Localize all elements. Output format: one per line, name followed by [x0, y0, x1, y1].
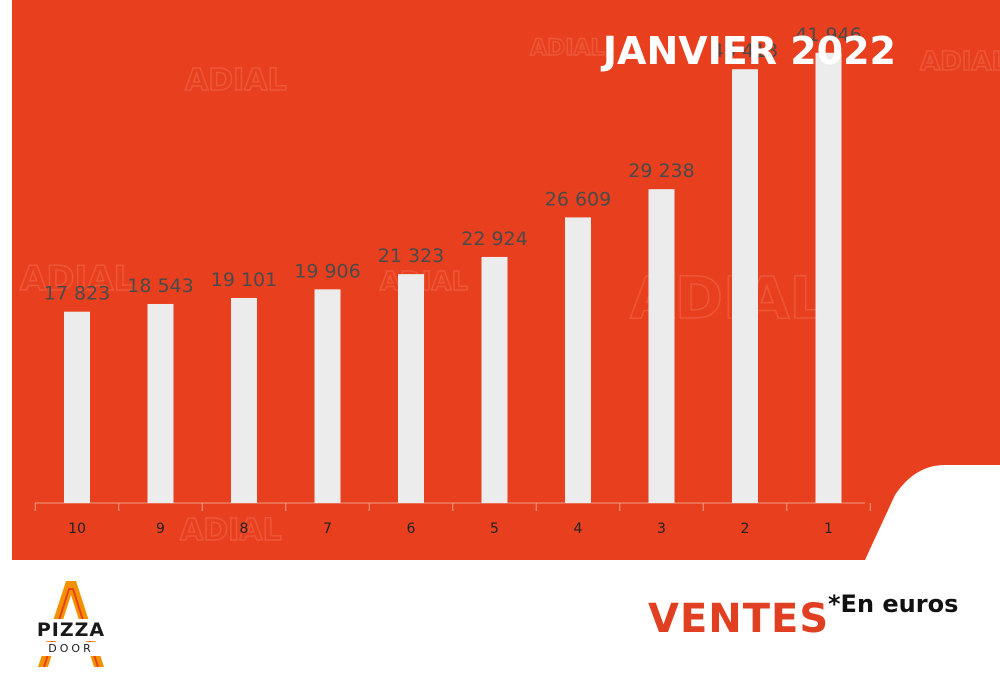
category-label: 10: [68, 521, 86, 537]
watermark-text: ADIAL: [530, 36, 605, 61]
value-label: 19 101: [211, 269, 277, 291]
category-label: 6: [407, 521, 416, 537]
watermark-text: ADIAL: [380, 267, 468, 297]
category-label: 9: [156, 521, 165, 537]
bar-rank-3: [648, 189, 675, 503]
category-labels-group: 10 9 8 7 6 5 4 3 2 1: [68, 521, 833, 537]
bars-group: [64, 52, 842, 504]
bar-rank-9: [147, 303, 174, 503]
currency-note: *En euros: [828, 590, 959, 618]
bar-rank-6: [398, 274, 424, 503]
ventes-label: VENTES: [648, 596, 830, 642]
value-label: 17 823: [44, 283, 110, 305]
watermark-text: ADIAL: [180, 513, 282, 548]
value-label: 18 543: [127, 275, 193, 297]
watermark-text: ADIAL: [920, 47, 1000, 77]
value-label: 29 238: [628, 160, 694, 182]
bar-rank-7: [314, 289, 341, 503]
bar-rank-1: [815, 52, 842, 503]
value-label: 21 323: [378, 245, 444, 267]
bar-rank-4: [565, 217, 591, 503]
x-axis-ticks: [34, 503, 871, 511]
value-labels-group: 17 823 18 543 19 101 19 906 21 323 22 924 26 6…: [44, 24, 862, 305]
logo-wordmark: PIZZA: [28, 619, 114, 641]
bar-rank-2: [732, 69, 758, 504]
category-label: 1: [824, 521, 833, 537]
pizza-door-logo: PIZZA DOOR: [20, 575, 120, 671]
bar-rank-8: [231, 297, 257, 503]
category-label: 2: [741, 521, 750, 537]
logo-subtitle: DOOR: [28, 642, 114, 656]
value-label: 22 924: [461, 228, 527, 250]
category-label: 5: [490, 521, 499, 537]
watermark-text: ADIAL: [20, 259, 135, 299]
category-label: 7: [323, 521, 332, 537]
watermark-text: ADIAL: [185, 63, 287, 98]
value-label: 19 906: [294, 260, 360, 282]
value-label: 40 413: [712, 40, 778, 62]
value-label: 41 946: [795, 24, 861, 46]
category-label: 4: [574, 521, 583, 537]
value-label: 26 609: [545, 188, 611, 210]
bar-rank-5: [481, 256, 508, 503]
chart-title: JANVIER 2022: [600, 29, 896, 73]
bar-rank-10: [64, 311, 90, 503]
category-label: 3: [657, 521, 666, 537]
category-label: 8: [240, 521, 249, 537]
